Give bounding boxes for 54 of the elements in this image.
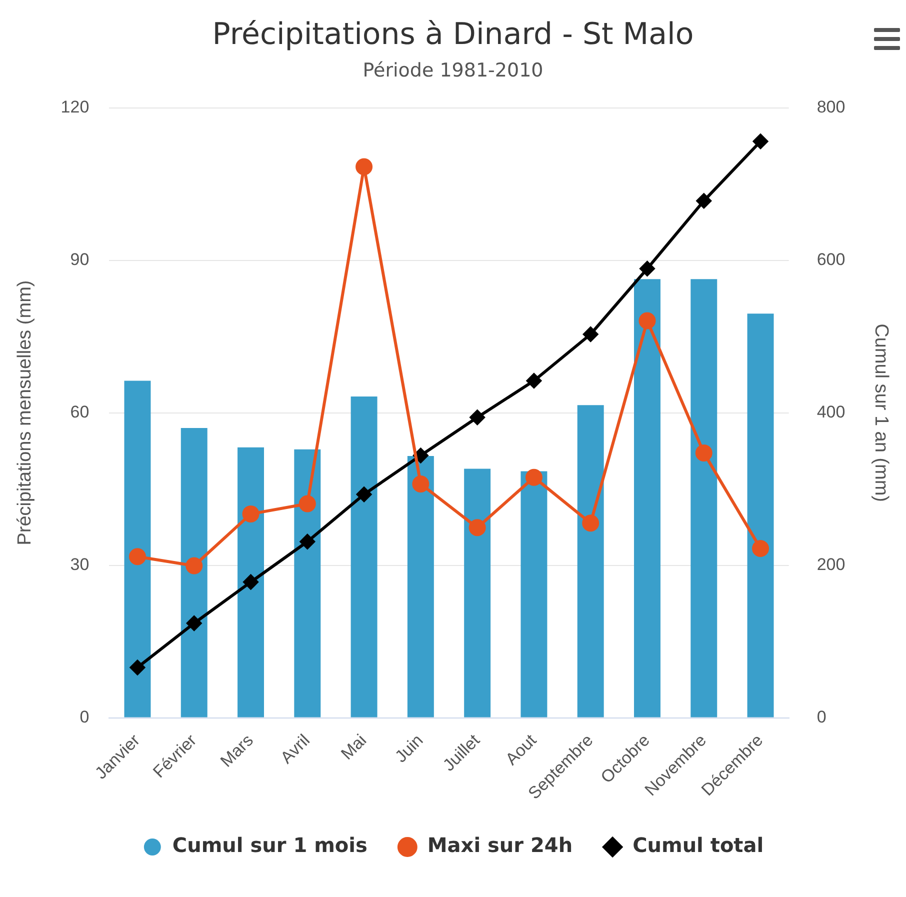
y-tick-label: 0 (80, 707, 90, 726)
y-tick-label: 120 (60, 97, 90, 116)
point (525, 468, 542, 486)
point (638, 312, 656, 330)
point (695, 444, 712, 462)
legend-label: Cumul sur 1 mois (172, 833, 368, 858)
bar (350, 396, 378, 718)
y2-tick-label: 800 (816, 97, 846, 116)
bar (690, 279, 718, 718)
bar (464, 468, 491, 718)
bar (407, 456, 434, 718)
chart-subtitle: Période 1981-2010 (362, 59, 544, 82)
point (130, 660, 145, 675)
point (128, 548, 146, 566)
bar (180, 428, 208, 718)
bar (577, 405, 604, 718)
y2-tick-label: 400 (816, 402, 846, 422)
point (186, 557, 203, 574)
y2-tick-label: 600 (816, 250, 846, 269)
point (356, 486, 372, 502)
point (412, 475, 430, 492)
bar (747, 314, 774, 718)
point (583, 326, 598, 342)
x-tick-label: Mai (337, 730, 370, 764)
bar (634, 279, 660, 718)
point (526, 373, 542, 388)
legend-label: Cumul total (632, 833, 764, 858)
point (640, 261, 655, 276)
point (696, 193, 712, 208)
bar (294, 449, 321, 718)
bar (520, 471, 548, 718)
y2-tick-label: 200 (816, 554, 846, 574)
y2-tick-label: 0 (816, 707, 826, 726)
y-tick-label: 30 (70, 554, 90, 574)
bar (238, 447, 264, 718)
bar (124, 380, 151, 718)
point (243, 574, 258, 590)
point (242, 505, 260, 522)
point (582, 514, 600, 532)
point (468, 519, 486, 536)
x-tick-label: Juin (391, 730, 427, 766)
point (356, 158, 373, 176)
y2-axis-title: Cumul sur 1 an (mm) (870, 324, 892, 502)
point (752, 540, 770, 558)
point (300, 534, 315, 550)
point (470, 410, 485, 425)
point (186, 616, 202, 631)
point (298, 495, 316, 512)
chart-title: Précipitations à Dinard - St Malo (212, 16, 694, 52)
legend-label: Maxi sur 24h (427, 833, 573, 858)
point (753, 134, 768, 149)
y-tick-label: 60 (70, 402, 90, 422)
y-axis-title: Précipitations mensuelles (mm) (14, 280, 36, 546)
y-tick-label: 90 (70, 250, 90, 269)
